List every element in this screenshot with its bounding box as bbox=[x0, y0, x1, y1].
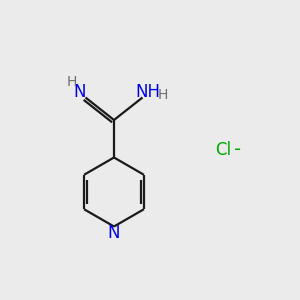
Text: N: N bbox=[73, 83, 86, 101]
Text: -: - bbox=[234, 140, 242, 159]
Text: N: N bbox=[108, 224, 120, 242]
Text: NH: NH bbox=[135, 83, 161, 101]
Text: H: H bbox=[67, 75, 77, 89]
Text: H: H bbox=[158, 88, 168, 102]
Text: Cl: Cl bbox=[215, 141, 232, 159]
